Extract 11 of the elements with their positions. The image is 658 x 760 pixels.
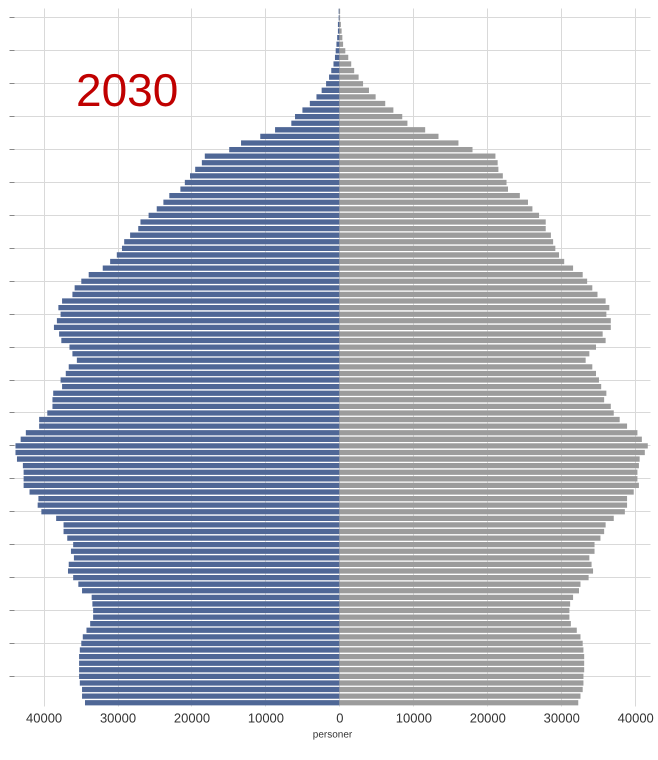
x-tick-label: 30000 (100, 710, 136, 726)
x-tick-label: 10000 (248, 710, 284, 726)
x-tick-label: 20000 (470, 710, 506, 726)
x-axis-title: personer (312, 730, 353, 740)
x-tick-label: 40000 (618, 710, 654, 726)
x-tick-label: 10000 (396, 710, 432, 726)
x-tick-label: 40000 (26, 710, 62, 726)
annotation: 2030 (76, 64, 178, 116)
x-tick-label: 0 (336, 710, 344, 726)
x-tick-label: 30000 (544, 710, 580, 726)
x-tick-label: 20000 (174, 710, 210, 726)
